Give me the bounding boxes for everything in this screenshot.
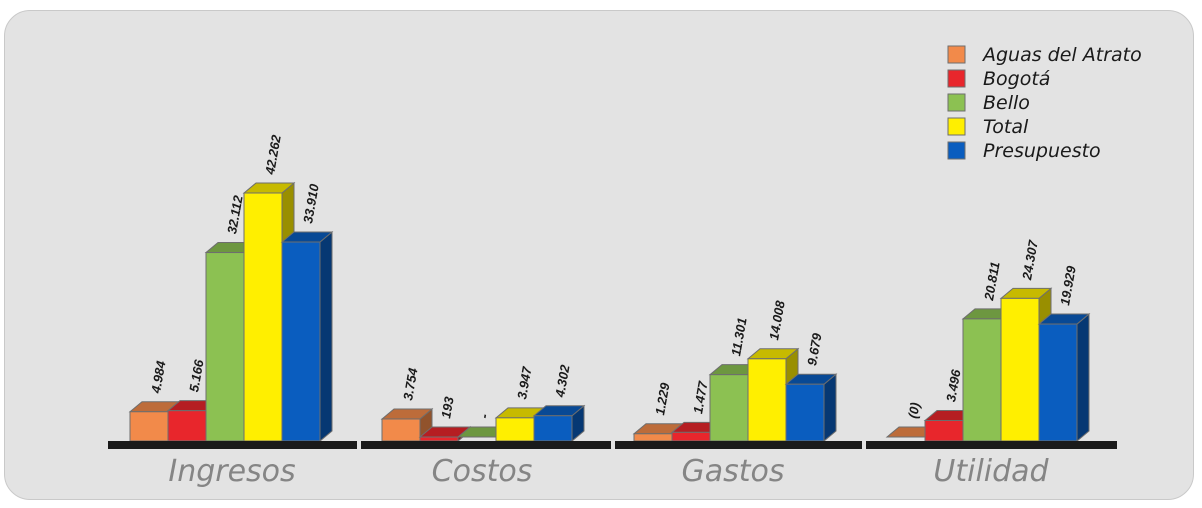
bar-group-utilidad: (0) 3.496 20.811 24.307 19.929 [885, 238, 1091, 443]
data-label: 11.301 [728, 316, 750, 357]
data-label: 42.262 [262, 133, 284, 177]
bar-ingresos-bogota [167, 410, 207, 442]
data-label: (0) [905, 401, 923, 419]
bar-group-gastos: 1.229 1.477 11.301 14.008 9.679 [632, 299, 838, 443]
data-label: 3.496 [943, 368, 964, 403]
bar-costos-bogota [419, 436, 459, 442]
data-label: 193 [438, 395, 457, 420]
bar-gastos-aguas-del-atrato [633, 433, 673, 442]
legend-swatch-bogota [947, 69, 966, 88]
category-baseline [866, 441, 1117, 449]
data-label: 33.910 [300, 182, 322, 225]
data-label: 3.947 [514, 365, 535, 400]
data-label: 1.477 [690, 379, 711, 414]
bar-ingresos-total [243, 192, 283, 442]
legend-swatch-total [947, 117, 966, 136]
bar-gastos-presupuesto-side [823, 373, 837, 443]
category-label-costos: Costos [432, 454, 533, 489]
bar-gastos-total [747, 358, 787, 442]
legend: Aguas del AtratoBogotáBelloTotalPresupue… [947, 44, 1142, 162]
bar-ingresos-bello [205, 252, 245, 442]
bar-utilidad-presupuesto [1038, 323, 1078, 442]
data-label: - [476, 413, 492, 420]
legend-label-total: Total [983, 116, 1029, 138]
bar-ingresos-presupuesto-side [319, 230, 333, 443]
data-label: 9.679 [804, 331, 825, 366]
legend-swatch-aguas-del-atrato [947, 45, 966, 64]
bar-utilidad-total [1000, 297, 1040, 442]
category-label-gastos: Gastos [681, 454, 784, 489]
category-label-utilidad: Utilidad [933, 454, 1049, 489]
bar-gastos-presupuesto [785, 383, 825, 442]
legend-swatch-bello [947, 93, 966, 112]
category-label-ingresos: Ingresos [168, 454, 295, 489]
data-label: 3.754 [400, 366, 421, 401]
bar-group-ingresos: 4.984 5.166 32.112 42.262 33.910 [128, 133, 334, 443]
bar-utilidad-presupuesto-side [1076, 312, 1090, 443]
bar-costos-total [495, 417, 535, 442]
legend-label-presupuesto: Presupuesto [983, 140, 1101, 162]
data-label: 24.307 [1019, 238, 1041, 282]
data-label: 4.984 [148, 359, 169, 395]
legend-label-bello: Bello [983, 92, 1030, 114]
category-baseline [108, 441, 357, 449]
data-label: 14.008 [766, 299, 788, 342]
data-label: 4.302 [552, 363, 573, 399]
legend-swatch-presupuesto [947, 141, 966, 160]
bar-ingresos-presupuesto [281, 241, 321, 442]
data-label: 19.929 [1057, 264, 1079, 307]
category-baseline [615, 441, 862, 449]
bar-gastos-bello [709, 374, 749, 442]
category-baseline [361, 441, 611, 449]
bar-utilidad-bogota [924, 419, 964, 442]
bar-group-costos: 3.754 193 - 3.947 4.302 [380, 363, 586, 443]
legend-label-bogota: Bogotá [983, 68, 1050, 90]
data-label: 5.166 [186, 358, 207, 393]
bar-costos-aguas-del-atrato [381, 418, 421, 442]
data-label: 32.112 [224, 194, 246, 236]
bar-gastos-bogota [671, 431, 711, 442]
data-label: 20.811 [981, 261, 1003, 303]
data-label: 1.229 [652, 381, 673, 416]
bar-costos-presupuesto [533, 415, 573, 442]
legend-label-aguas-del-atrato: Aguas del Atrato [981, 44, 1142, 66]
bar-ingresos-aguas-del-atrato [129, 411, 169, 442]
bar-utilidad-bello [962, 318, 1002, 442]
